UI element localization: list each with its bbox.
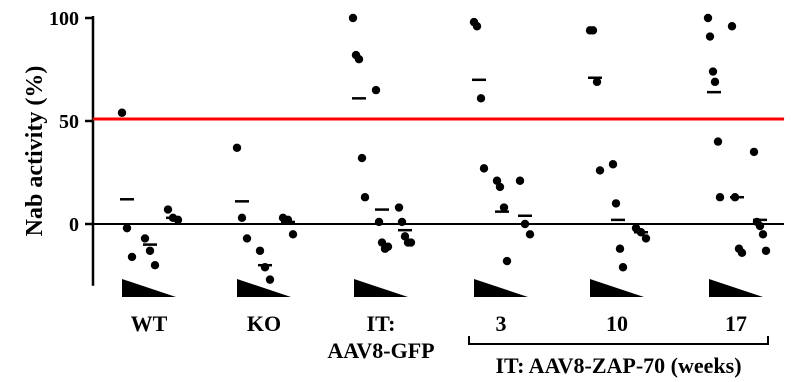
group-label: 3 xyxy=(496,311,507,336)
y-tick-label: 100 xyxy=(49,8,79,30)
y-axis-label: Nab activity (%) xyxy=(22,66,48,237)
data-point xyxy=(117,108,127,117)
data-point xyxy=(525,230,535,239)
data-point xyxy=(727,22,737,31)
data-point xyxy=(150,261,160,270)
data-point xyxy=(749,147,759,157)
data-point xyxy=(588,26,598,35)
labels: Nab activity (%) 0 50 100 WT KO IT:AAV8-GFP 3 1… xyxy=(22,8,747,378)
data-point xyxy=(755,221,765,231)
data-point xyxy=(394,203,404,212)
data-point xyxy=(615,244,625,253)
group-label: KO xyxy=(247,311,281,336)
data-point xyxy=(502,256,512,266)
data-point xyxy=(708,67,718,76)
data-point xyxy=(127,252,137,262)
data-point xyxy=(611,199,621,208)
data-point xyxy=(145,246,155,255)
data-point xyxy=(140,234,150,243)
data-point xyxy=(495,182,505,192)
group-label: 10 xyxy=(606,311,628,336)
data-point xyxy=(710,77,720,87)
group-label: WT xyxy=(131,311,168,336)
data-point xyxy=(592,77,602,87)
data-point xyxy=(374,217,384,227)
data-point xyxy=(520,219,530,229)
y-tick-label: 0 xyxy=(69,214,79,236)
data-point xyxy=(737,248,747,258)
dose-wedge-icon xyxy=(122,279,176,297)
data-point xyxy=(608,160,618,169)
data-point xyxy=(383,242,393,251)
dose-wedge-icon xyxy=(237,279,291,297)
data-point xyxy=(472,22,482,31)
data-point xyxy=(288,230,298,239)
data-point xyxy=(397,217,407,227)
data-point xyxy=(713,137,723,146)
data-point xyxy=(371,85,381,95)
group-bracket xyxy=(468,336,769,345)
bracket-label: IT: AAV8-ZAP-70 (weeks) xyxy=(495,353,741,378)
data-point xyxy=(360,193,370,202)
data-point xyxy=(476,94,486,103)
data-point xyxy=(354,55,364,64)
data-point xyxy=(479,164,489,173)
group-label: AAV8-GFP xyxy=(327,338,434,363)
data-point xyxy=(357,153,367,163)
data-point xyxy=(499,203,509,212)
dose-wedge-icon xyxy=(590,279,644,297)
data-point xyxy=(641,234,651,243)
data-point xyxy=(232,143,242,152)
group-label: IT: xyxy=(367,311,396,336)
data-point xyxy=(255,246,265,255)
axes xyxy=(85,16,784,345)
data-point xyxy=(705,32,715,41)
data-point xyxy=(406,238,416,247)
data-point xyxy=(618,263,628,272)
data-point xyxy=(715,193,725,202)
data-point xyxy=(122,223,132,233)
data-point xyxy=(703,13,713,23)
data-point xyxy=(237,213,247,223)
data-point xyxy=(265,275,275,284)
dose-wedge-icon xyxy=(474,279,528,297)
data-marks xyxy=(117,13,771,297)
data-point xyxy=(758,230,768,239)
data-point xyxy=(348,13,358,23)
data-point xyxy=(163,205,173,214)
dose-wedge-icon xyxy=(709,279,763,297)
data-point xyxy=(242,234,252,243)
data-point xyxy=(761,246,771,255)
data-point xyxy=(515,176,525,185)
dose-wedge-icon xyxy=(354,279,408,297)
y-tick-label: 50 xyxy=(59,111,79,133)
data-point xyxy=(595,166,605,175)
group-label: 17 xyxy=(725,311,747,336)
